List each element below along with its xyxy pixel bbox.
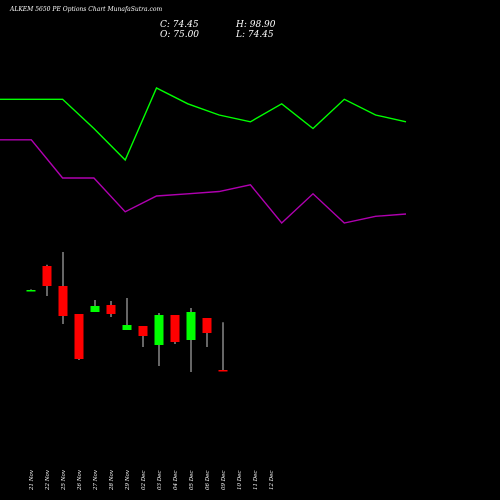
- x-tick-label: 22 Nov: [45, 469, 51, 491]
- x-tick-label: 09 Dec: [221, 471, 227, 491]
- candle: [122, 298, 132, 330]
- x-tick-label: 25 Nov: [61, 469, 67, 491]
- x-tick-label: 26 Nov: [77, 469, 83, 491]
- candle: [218, 322, 228, 372]
- candle-body: [90, 306, 100, 312]
- candle-body: [122, 325, 132, 330]
- x-tick-label: 11 Dec: [253, 471, 259, 491]
- candle: [74, 314, 84, 360]
- candle-body: [74, 314, 84, 359]
- x-tick-label: 10 Dec: [237, 471, 243, 491]
- high-value: H: 98.90: [235, 20, 276, 30]
- x-tick-label: 05 Dec: [189, 471, 195, 491]
- candle-body: [186, 312, 196, 340]
- x-axis-ticks: 21 Nov 22 Nov 25 Nov 26 Nov 27 Nov 28 Nov 29 N…: [29, 469, 275, 491]
- candle: [138, 326, 148, 347]
- x-tick-label: 27 Nov: [93, 469, 99, 491]
- candle: [42, 264, 52, 296]
- low-value: L: 74.45: [235, 30, 274, 40]
- x-tick-label: 02 Dec: [141, 471, 147, 491]
- candle-body: [170, 315, 180, 342]
- candle-body: [154, 315, 164, 345]
- candle-body: [26, 290, 36, 292]
- candle-body: [106, 305, 116, 314]
- candle-body: [58, 286, 68, 316]
- candle: [58, 252, 68, 324]
- candle: [90, 300, 100, 312]
- candle: [26, 289, 36, 292]
- candle: [154, 313, 164, 366]
- x-tick-label: 21 Nov: [29, 469, 35, 491]
- x-tick-label: 29 Nov: [125, 469, 131, 491]
- candle-body: [42, 266, 52, 286]
- x-tick-label: 06 Dec: [205, 471, 211, 491]
- x-tick-label: 28 Nov: [109, 469, 115, 491]
- indicator-line-1: [0, 87, 407, 162]
- candles: [26, 252, 228, 372]
- candle: [186, 308, 196, 372]
- candle: [170, 315, 180, 344]
- x-tick-label: 12 Dec: [269, 471, 275, 491]
- chart-title: ALKEM 5650 PE Options Chart MunafaSutra.…: [9, 6, 162, 13]
- x-tick-label: 04 Dec: [173, 471, 179, 491]
- open-value: O: 75.00: [160, 30, 199, 40]
- candle-body: [202, 318, 212, 333]
- indicator-lines: [0, 87, 407, 225]
- close-value: C: 74.45: [160, 20, 199, 30]
- candle-body: [218, 370, 228, 372]
- x-tick-label: 03 Dec: [157, 471, 163, 491]
- indicator-line-2: [0, 139, 407, 225]
- candle-body: [138, 326, 148, 336]
- candle: [106, 301, 116, 317]
- candle: [202, 318, 212, 347]
